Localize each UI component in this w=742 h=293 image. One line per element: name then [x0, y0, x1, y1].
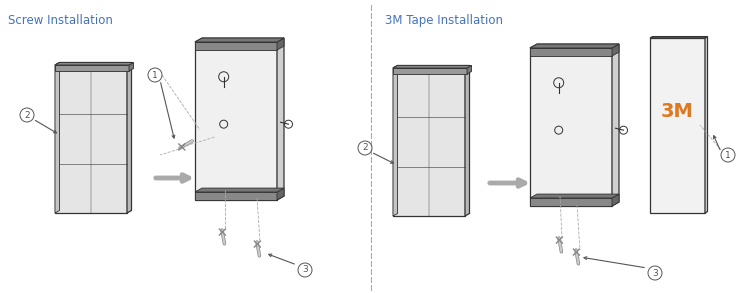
Polygon shape: [530, 48, 612, 56]
Polygon shape: [195, 42, 277, 50]
Polygon shape: [393, 65, 398, 216]
Polygon shape: [393, 68, 465, 216]
Polygon shape: [530, 198, 612, 206]
Text: 1: 1: [725, 151, 731, 159]
Polygon shape: [55, 65, 129, 71]
Polygon shape: [127, 62, 131, 213]
Text: Screw Installation: Screw Installation: [8, 14, 113, 27]
Text: 3M: 3M: [661, 102, 694, 121]
Polygon shape: [55, 62, 134, 65]
Polygon shape: [705, 37, 708, 213]
Polygon shape: [393, 65, 471, 68]
Polygon shape: [530, 194, 619, 198]
Polygon shape: [650, 38, 705, 213]
Text: 3M Tape Installation: 3M Tape Installation: [385, 14, 503, 27]
Text: 2: 2: [362, 144, 368, 152]
Polygon shape: [55, 62, 131, 65]
Polygon shape: [530, 48, 612, 206]
Polygon shape: [195, 38, 284, 42]
Polygon shape: [195, 38, 284, 42]
Polygon shape: [612, 194, 619, 206]
Polygon shape: [530, 44, 619, 48]
Polygon shape: [195, 42, 277, 200]
Text: 3: 3: [652, 268, 658, 277]
Polygon shape: [277, 38, 284, 200]
Text: 2: 2: [24, 110, 30, 120]
Polygon shape: [277, 188, 284, 200]
Polygon shape: [612, 44, 619, 206]
Polygon shape: [55, 62, 59, 213]
Polygon shape: [612, 44, 619, 56]
Text: 3: 3: [302, 265, 308, 275]
Polygon shape: [277, 38, 284, 50]
Polygon shape: [465, 65, 470, 216]
Polygon shape: [650, 37, 708, 38]
Polygon shape: [195, 192, 277, 200]
Polygon shape: [467, 65, 471, 74]
Polygon shape: [393, 68, 467, 74]
Polygon shape: [129, 62, 134, 71]
Text: 1: 1: [152, 71, 158, 79]
Polygon shape: [55, 65, 127, 213]
Polygon shape: [393, 65, 470, 68]
Polygon shape: [530, 44, 619, 48]
Polygon shape: [195, 188, 284, 192]
